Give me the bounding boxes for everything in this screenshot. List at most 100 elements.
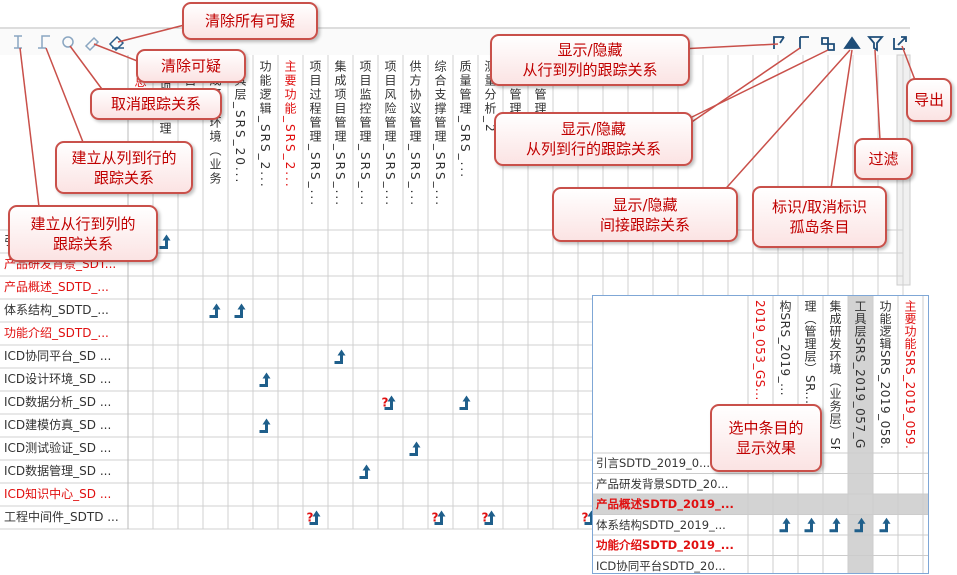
suspect-link: ?	[382, 395, 396, 410]
callout: 导出	[906, 78, 952, 122]
link-arrow-head	[437, 510, 446, 517]
callout-pointer	[829, 49, 853, 196]
callout-pointer	[679, 47, 801, 131]
icon-col-to-row[interactable]	[38, 35, 50, 49]
inset-grid	[593, 296, 928, 573]
callout: 建立从列到行的 跟踪关系	[55, 141, 193, 194]
icon-remove-trace[interactable]	[62, 36, 74, 48]
icon-clear-all-suspect[interactable]	[108, 35, 125, 52]
callout: 标识/取消标识 孤岛条目	[752, 186, 887, 248]
link-arrow	[259, 377, 268, 387]
icon-show-col-row[interactable]	[799, 36, 809, 49]
column-header: 集成项目管理_SRS_...	[333, 60, 347, 208]
link-arrow	[584, 515, 593, 525]
trace-link	[409, 441, 421, 456]
row-label: 工程中间件_SDTD ...	[4, 510, 119, 524]
link-arrow	[879, 522, 888, 533]
callout-text: 从列到行的跟踪关系	[525, 140, 661, 158]
row-label: ICD测试验证_SD ...	[4, 441, 112, 455]
column-header: 构SRS_2019_...	[778, 300, 792, 397]
callout-text: 从行到列的跟踪关系	[522, 61, 658, 79]
link-arrow-head	[807, 517, 816, 524]
suspect-mark: ?	[382, 396, 389, 410]
link-arrow	[234, 308, 243, 318]
icon-filter[interactable]	[867, 36, 884, 52]
row-label: 体系结构_SDTD_...	[4, 303, 109, 317]
callout-text: 孤岛条目	[789, 218, 850, 236]
row-label: ICD协同平台SDTD_20...	[596, 558, 726, 573]
callout: 清除可疑	[136, 49, 246, 83]
suspect-mark: ?	[482, 511, 489, 525]
column-header: 项目风险管理_SRS_...	[383, 60, 397, 208]
callout-pointer	[689, 49, 829, 119]
icon-show-row-col[interactable]	[773, 36, 785, 49]
link-arrow-head	[387, 395, 396, 402]
column-header: 主要功能_SRS_2...	[283, 60, 297, 189]
link-arrow-head	[412, 441, 421, 448]
link-arrow	[309, 515, 318, 525]
icon-clear-suspect[interactable]	[84, 36, 100, 52]
column-header: 功能逻辑SRS_2019_058...	[878, 300, 892, 449]
row-label: ICD建模仿真_SD ...	[4, 418, 112, 432]
suspect-link: ?	[432, 510, 446, 525]
callout-text: 清除所有可疑	[204, 12, 295, 30]
callout-text: 选中条目的	[728, 419, 804, 437]
callout: 选中条目的 显示效果	[710, 404, 822, 472]
callout-pointer	[874, 49, 881, 141]
row-label: ICD数据管理_SD ...	[4, 464, 112, 478]
icon-orphan[interactable]	[843, 36, 861, 49]
trace-link	[159, 234, 171, 249]
callout: 建立从行到列的 跟踪关系	[8, 205, 158, 262]
link-arrow-head	[462, 395, 471, 402]
icon-indirect[interactable]	[821, 37, 835, 51]
link-arrow-head	[237, 303, 246, 310]
suspect-mark: ?	[432, 511, 439, 525]
suspect-link: ?	[482, 510, 496, 525]
link-arrow-head	[162, 234, 171, 241]
trace-link	[259, 372, 271, 387]
trace-link	[879, 517, 891, 533]
link-arrow-head	[312, 510, 321, 517]
callout-text: 跟踪关系	[52, 234, 113, 253]
row-label: 体系结构SDTD_2019_...	[596, 517, 726, 532]
callout-text: 标识/取消标识	[771, 198, 868, 216]
link-arrow-head	[262, 372, 271, 379]
row-label: 引言SDTD_2019_0...	[596, 456, 711, 470]
link-arrow-head	[782, 517, 791, 524]
callout-text: 过滤	[868, 150, 899, 168]
callout-text: 显示/隐藏	[560, 120, 627, 138]
callout-pointer	[19, 47, 41, 216]
callout: 过滤	[854, 138, 913, 180]
trace-link	[854, 517, 866, 533]
column-header: 主要功能SRS_2019_059...	[903, 300, 917, 449]
trace-link	[829, 517, 841, 533]
row-label: 产品概述SDTD_2019_...	[596, 497, 734, 511]
suspect-link: ?	[307, 510, 321, 525]
toolbar-left-icons	[14, 35, 125, 52]
toolbar-right-icons	[773, 36, 907, 52]
row-label: ICD知识中心_SD ...	[4, 487, 112, 501]
link-arrow	[434, 515, 443, 525]
icon-export[interactable]	[893, 36, 907, 50]
callout-pointer	[719, 49, 851, 196]
callout-text: 建立从列到行的	[71, 148, 177, 167]
link-arrow-head	[832, 517, 841, 524]
callout-text: 建立从行到列的	[30, 214, 136, 233]
column-header: 集成研发环境（业务层）SR...	[828, 300, 842, 449]
row-label: 产品研发背景SDTD_20...	[596, 476, 729, 491]
trace-link	[804, 517, 816, 533]
column-header: 项目监控管理_SRS_...	[358, 60, 372, 208]
callout: 显示/隐藏从列到行的跟踪关系	[494, 112, 693, 166]
callout-pointer	[901, 45, 916, 81]
link-arrow-head	[882, 517, 891, 524]
link-arrow-head	[857, 517, 866, 524]
row-label: 产品概述_SDTD_...	[4, 280, 109, 294]
link-arrow-head	[212, 303, 221, 310]
callout: 清除所有可疑	[182, 2, 318, 40]
row-label: 功能介绍SDTD_2019_...	[596, 538, 734, 552]
trace-link	[259, 418, 271, 433]
link-arrow	[259, 423, 268, 433]
column-header: 2019_053_GS...	[753, 300, 767, 401]
callout-text: 显示效果	[735, 439, 796, 457]
link-arrow	[459, 400, 468, 410]
